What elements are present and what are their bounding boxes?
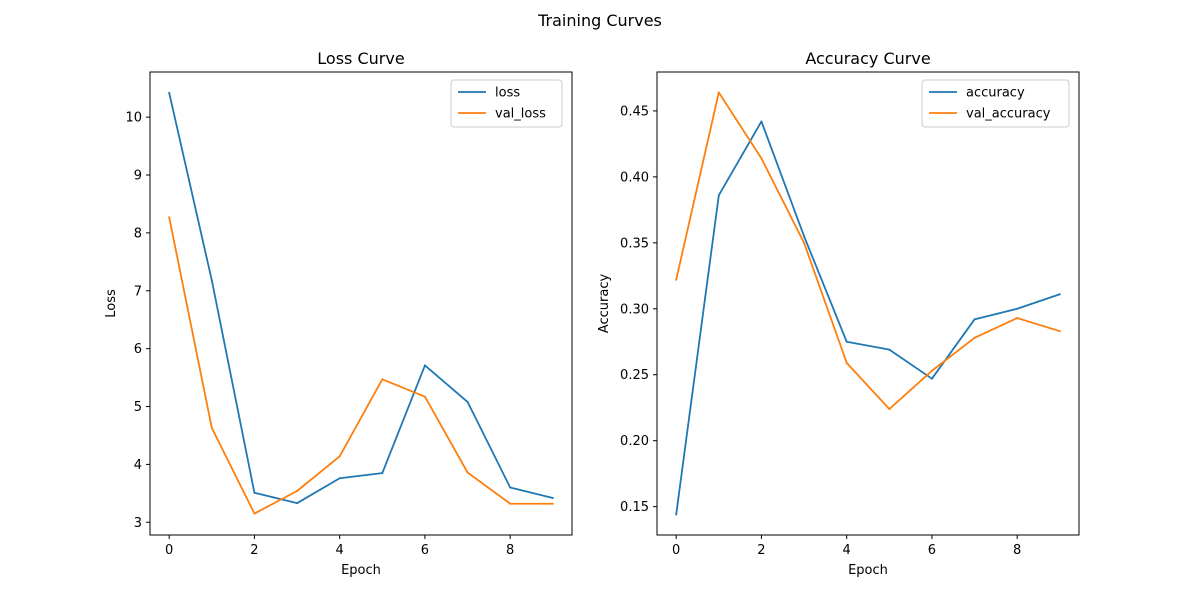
accuracy-curve-series-val-accuracy-point (1016, 317, 1019, 320)
loss-curve-xlabel: Epoch (341, 563, 381, 578)
accuracy-curve-ytick-label: 0.25 (620, 368, 649, 383)
loss-curve-series-val-loss-point (551, 502, 554, 505)
loss-curve-ytick-label: 6 (134, 342, 142, 357)
loss-curve-series-loss-line (168, 92, 554, 505)
loss-curve-ytick-label: 7 (134, 284, 142, 299)
loss-curve-series-loss-point (423, 364, 426, 367)
loss-curve-series-loss-point (168, 91, 171, 94)
accuracy-curve-ytick-label: 0.45 (620, 104, 649, 119)
loss-curve-ytick-label: 5 (134, 400, 142, 415)
accuracy-curve-series-accuracy-point (760, 120, 763, 123)
loss-curve-series-loss-point (253, 491, 256, 494)
accuracy-curve-axes-frame (656, 71, 1080, 536)
loss-curve-series-val-loss-point (509, 502, 512, 505)
loss-curve-series-val-loss-point (466, 471, 469, 474)
loss-curve-series-val-loss-point (253, 512, 256, 515)
accuracy-curve-series-accuracy-point (973, 318, 976, 321)
accuracy-curve-series-accuracy-point (888, 348, 891, 351)
accuracy-curve-series-val-accuracy-point (845, 361, 848, 364)
accuracy-curve-series-val-accuracy-point (973, 336, 976, 339)
accuracy-curve-series-val-accuracy-line (675, 91, 1061, 410)
accuracy-curve-ytick-label: 0.15 (620, 500, 649, 515)
loss-curve-ytick-label: 10 (125, 111, 142, 126)
loss-curve-xtick-label: 0 (165, 543, 173, 558)
loss-curve-ytick-label: 4 (134, 458, 142, 473)
loss-curve-series-loss-point (466, 400, 469, 403)
loss-curve-series-loss-point (296, 502, 299, 505)
accuracy-curve-series-accuracy-point (675, 513, 678, 516)
accuracy-curve-xlabel: Epoch (848, 563, 888, 578)
figure-suptitle: Training Curves (537, 11, 662, 30)
loss-curve-series-val-loss-point (210, 426, 213, 429)
accuracy-curve-series-accuracy-point (1016, 307, 1019, 310)
accuracy-curve-series-val-accuracy-point (1058, 330, 1061, 333)
accuracy-curve-plot: Accuracy Curve 0 2 4 6 8 0.15 0.20 0.25 0.30 0.35 0… (597, 49, 1080, 578)
loss-curve-plot: Loss Curve 0 2 4 6 8 3 4 5 6 7 8 9 10 Epoch Loss loss val… (104, 49, 573, 578)
accuracy-curve-series-val-accuracy-point (760, 157, 763, 160)
accuracy-curve-series-accuracy-point (930, 377, 933, 380)
accuracy-curve-series-val-accuracy-point (930, 369, 933, 372)
accuracy-curve-ylabel: Accuracy (597, 274, 612, 334)
loss-curve-axes-frame (149, 71, 573, 536)
loss-curve-series-val-loss-point (296, 490, 299, 493)
accuracy-curve-xtick-label: 4 (843, 543, 851, 558)
accuracy-curve-legend-label-accuracy: accuracy (966, 86, 1025, 101)
loss-curve-series-loss-point (509, 486, 512, 489)
accuracy-curve-xtick-label: 2 (757, 543, 765, 558)
loss-curve-xtick-label: 8 (506, 543, 514, 558)
loss-curve-legend-label-loss: loss (495, 86, 520, 101)
accuracy-curve-series-accuracy-point (717, 194, 720, 197)
accuracy-curve-ytick-label: 0.30 (620, 302, 649, 317)
loss-curve-xtick-label: 2 (250, 543, 258, 558)
accuracy-curve-legend: accuracy val_accuracy (921, 79, 1070, 128)
loss-curve-xtick-label: 4 (336, 543, 344, 558)
accuracy-curve-series-val-accuracy-point (717, 91, 720, 94)
accuracy-curve-ytick-label: 0.20 (620, 434, 649, 449)
accuracy-curve-ytick-label: 0.35 (620, 236, 649, 251)
accuracy-curve-series-accuracy-line (675, 120, 1061, 515)
accuracy-curve-legend-box (921, 79, 1070, 128)
accuracy-curve-xtick-label: 6 (928, 543, 936, 558)
loss-curve-series-val-loss-line (168, 217, 553, 515)
accuracy-curve-series-val-accuracy-point (803, 241, 806, 244)
accuracy-curve-ytick-label: 0.40 (620, 170, 649, 185)
loss-curve-series-loss-point (551, 496, 554, 499)
loss-curve-ylabel: Loss (104, 289, 119, 318)
accuracy-curve-xtick-label: 8 (1013, 543, 1021, 558)
accuracy-curve-series-accuracy-point (1058, 293, 1061, 296)
accuracy-curve-xtick-label: 0 (672, 543, 680, 558)
loss-curve-legend: loss val_loss (450, 79, 563, 128)
loss-curve-ytick-label: 3 (134, 516, 142, 531)
accuracy-curve-series-accuracy-point (803, 235, 806, 238)
loss-curve-series-loss-point (210, 279, 213, 282)
loss-curve-series-val-loss-point (423, 395, 426, 398)
loss-curve-series-val-loss-point (168, 216, 171, 219)
loss-curve-series-val-loss-point (338, 455, 341, 458)
loss-curve-title: Loss Curve (317, 49, 404, 68)
accuracy-curve-series-val-accuracy-point (675, 278, 678, 281)
accuracy-curve-series-val-accuracy-point (888, 408, 891, 411)
loss-curve-series-val-loss-point (381, 378, 384, 381)
loss-curve-ytick-label: 9 (134, 169, 142, 184)
accuracy-curve-legend-label-val-accuracy: val_accuracy (966, 107, 1051, 122)
loss-curve-ytick-label: 8 (134, 226, 142, 241)
loss-curve-series-loss-point (338, 477, 341, 480)
loss-curve-legend-label-val-loss: val_loss (495, 107, 546, 122)
loss-curve-xtick-label: 6 (421, 543, 429, 558)
accuracy-curve-title: Accuracy Curve (805, 49, 930, 68)
loss-curve-series-loss-point (381, 472, 384, 475)
accuracy-curve-series-accuracy-point (845, 340, 848, 343)
